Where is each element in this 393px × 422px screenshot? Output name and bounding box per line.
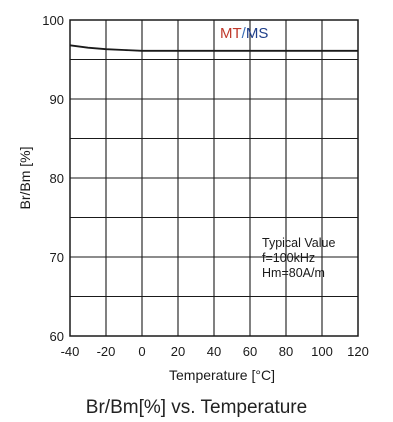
x-tick-label: 40 [207,344,221,359]
y-tick-label: 60 [50,329,64,344]
annotation-box: Typical Value f=100kHz Hm=80A/m [262,236,335,280]
x-tick-label: -20 [97,344,116,359]
x-tick-label: 0 [138,344,145,359]
grid [70,20,358,336]
x-tick-label: 100 [311,344,333,359]
x-tick-label: 20 [171,344,185,359]
legend-separator: / [242,25,247,42]
figure-caption: Br/Bm[%] vs. Temperature [85,397,308,418]
chart: -40 -20 0 20 40 60 80 100 120 60 70 80 90 100 Temper… [17,13,369,383]
annotation-line-3: Hm=80A/m [262,266,325,280]
legend-ms: MS [246,25,269,42]
x-tick-label: 120 [347,344,369,359]
y-tick-label: 80 [50,171,64,186]
x-axis-label: Temperature [°C] [169,367,275,383]
annotation-line-2: f=100kHz [262,251,315,265]
legend: MT/MS [220,25,268,42]
x-tick-label: 60 [243,344,257,359]
y-tick-label: 70 [50,250,64,265]
legend-mt: MT [220,25,242,42]
x-tick-label: 80 [279,344,293,359]
annotation-line-1: Typical Value [262,236,335,250]
y-tick-labels: 60 70 80 90 100 [42,13,64,344]
series-line-mt-ms [69,44,358,52]
x-tick-labels: -40 -20 0 20 40 60 80 100 120 [61,344,369,359]
y-tick-label: 100 [42,13,64,28]
y-tick-label: 90 [50,92,64,107]
x-tick-label: -40 [61,344,80,359]
plot-frame [69,19,359,337]
y-axis-label: Br/Bm [%] [17,146,33,209]
